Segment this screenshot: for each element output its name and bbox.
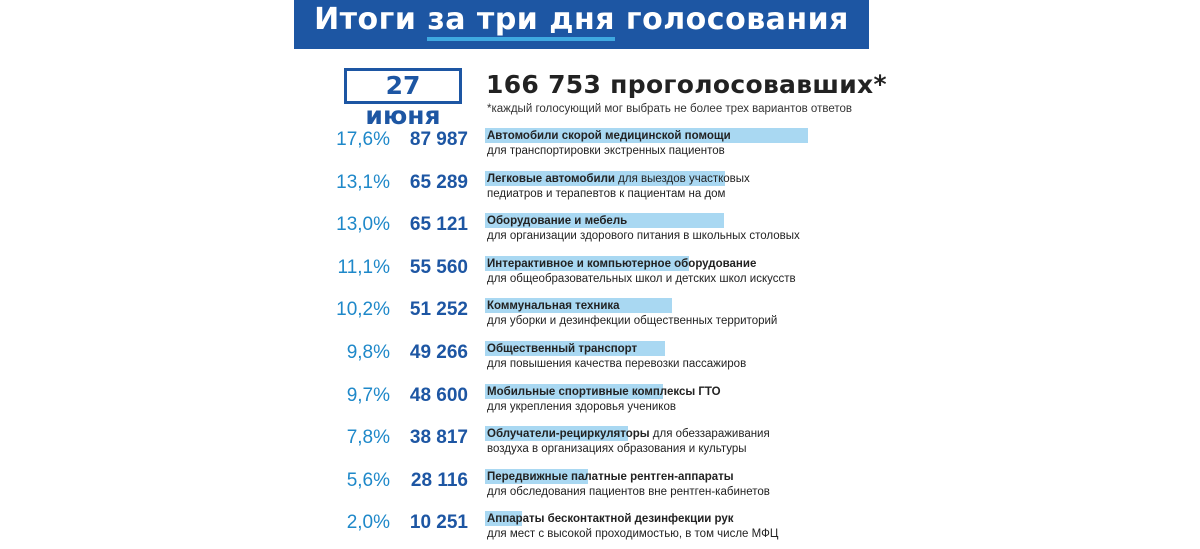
count-label: 87 987 xyxy=(409,129,468,150)
item-title: Автомобили скорой медицинской помощи xyxy=(487,130,731,142)
title-highlight: за три дня xyxy=(427,2,615,41)
chart-row: 17,6% 87 987 Автомобили скорой медицинской… xyxy=(0,126,1200,166)
item-description: для организации здорового питания в школ… xyxy=(487,230,800,243)
title-part-2: голосования xyxy=(614,2,849,37)
percent-label: 9,7% xyxy=(346,384,390,406)
item-title-rest: для обеззараживания xyxy=(649,428,770,441)
chart-row: 9,8% 49 266 Общественный транспорт для повы… xyxy=(0,339,1200,379)
chart-row: 10,2% 51 252 Коммунальная техника для уборк… xyxy=(0,296,1200,336)
bar xyxy=(485,128,808,143)
chart-row: 2,0% 10 251 Аппараты бесконтактной дезинфе… xyxy=(0,509,1200,549)
percent-label: 2,0% xyxy=(346,512,390,534)
title-banner: Итоги за три дня голосования xyxy=(294,0,869,49)
count-label: 51 252 xyxy=(409,299,468,321)
bar xyxy=(485,213,724,229)
bar xyxy=(485,341,665,356)
item-title-bold: Мобильные спортивные комплексы ГТО xyxy=(487,385,721,398)
item-title: Интерактивное и компьютерное оборудовани… xyxy=(487,258,756,270)
item-title-bold: Легковые автомобили xyxy=(487,172,615,185)
item-description: воздуха в организациях образования и кул… xyxy=(487,443,747,456)
item-title: Оборудование и мебель xyxy=(487,215,627,227)
item-description: для мест с высокой проходимостью, в том … xyxy=(487,528,779,541)
percent-label: 10,2% xyxy=(336,299,390,321)
chart-row: 13,1% 65 289 Легковые автомобили для выезд… xyxy=(0,169,1200,209)
item-description: для общеобразовательных школ и детских ш… xyxy=(487,272,796,285)
percent-label: 13,0% xyxy=(336,214,390,236)
item-description: для уборки и дезинфекции общественных те… xyxy=(487,315,778,328)
count-label: 49 266 xyxy=(409,342,468,363)
item-title: Передвижные палатные рентген-аппараты xyxy=(487,471,734,483)
item-description: для укрепления здоровья учеников xyxy=(487,400,676,413)
item-title: Общественный транспорт xyxy=(487,343,637,355)
item-title-bold: Автомобили скорой медицинской помощи xyxy=(487,130,731,142)
bar xyxy=(485,383,663,399)
count-label: 48 600 xyxy=(409,384,468,406)
percent-label: 7,8% xyxy=(346,427,390,449)
date-badge: 27 июня xyxy=(344,68,462,130)
item-title-bold: Интерактивное и компьютерное оборудовани… xyxy=(487,257,757,270)
item-title-bold: Передвижные палатные рентген-аппараты xyxy=(487,470,734,483)
bar xyxy=(485,170,725,186)
item-title-bold: Оборудование и мебель xyxy=(487,215,628,228)
item-title: Легковые автомобили для выездов участков… xyxy=(487,173,750,185)
bar xyxy=(485,298,672,314)
item-title: Аппараты бесконтактной дезинфекции рук xyxy=(487,513,734,525)
item-description: для повышения качества перевозки пассажи… xyxy=(487,358,747,370)
chart-row: 13,0% 65 121 Оборудование и мебель для орга… xyxy=(0,211,1200,251)
item-title-bold: Общественный транспорт xyxy=(487,343,638,355)
item-description: для обследования пациентов вне рентген-к… xyxy=(487,485,770,498)
item-title: Коммунальная техника xyxy=(487,300,620,312)
percent-label: 5,6% xyxy=(346,469,390,491)
item-description: педиатров и терапевтов к пациентам на до… xyxy=(487,187,726,200)
count-label: 65 289 xyxy=(409,171,468,193)
chart-row: 7,8% 38 817 Облучатели-рециркуляторы для о… xyxy=(0,424,1200,464)
bar xyxy=(485,468,588,484)
item-title: Облучатели-рециркуляторы для обеззаражив… xyxy=(487,428,770,440)
count-label: 28 116 xyxy=(410,469,468,491)
item-title-bold: Коммунальная техника xyxy=(487,300,620,313)
total-voters: 166 753 проголосовавших* xyxy=(486,70,887,99)
count-label: 65 121 xyxy=(409,214,468,236)
bar xyxy=(485,426,628,442)
item-title-rest: для выездов участковых xyxy=(614,172,750,185)
percent-label: 13,1% xyxy=(336,171,390,193)
bar xyxy=(485,511,522,527)
footnote: *каждый голосующий мог выбрать не более … xyxy=(487,103,852,115)
count-label: 55 560 xyxy=(409,256,468,278)
bar xyxy=(485,255,689,271)
chart-row: 11,1% 55 560 Интерактивное и компьютерное … xyxy=(0,254,1200,294)
title-part-1: Итоги xyxy=(314,2,428,37)
item-title-bold: Аппараты бесконтактной дезинфекции рук xyxy=(487,513,734,526)
percent-label: 11,1% xyxy=(337,256,390,278)
item-title: Мобильные спортивные комплексы ГТО xyxy=(487,386,721,398)
count-label: 10 251 xyxy=(409,512,468,534)
percent-label: 9,8% xyxy=(346,342,390,363)
item-title-bold: Облучатели-рециркуляторы xyxy=(487,428,650,441)
chart-row: 9,7% 48 600 Мобильные спортивные комплексы… xyxy=(0,382,1200,422)
count-label: 38 817 xyxy=(409,427,468,449)
item-description: для транспортировки экстренных пациентов xyxy=(487,145,725,157)
percent-label: 17,6% xyxy=(336,129,390,150)
page-title: Итоги за три дня голосования xyxy=(294,2,869,41)
chart-row: 5,6% 28 116 Передвижные палатные рентген-а… xyxy=(0,467,1200,507)
